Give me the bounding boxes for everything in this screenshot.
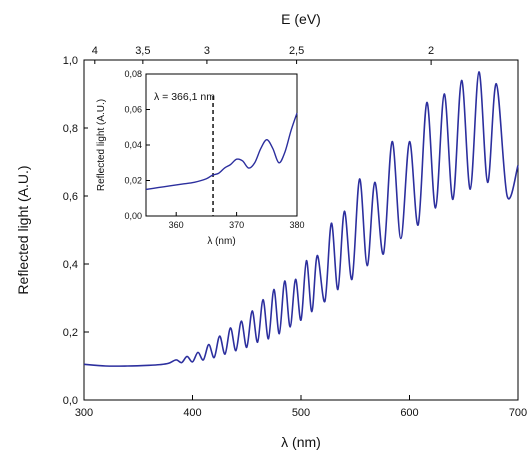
x-tick-label: 500 <box>292 407 310 419</box>
inset-y-tick-label: 0,02 <box>124 176 142 186</box>
y-tick-label: 0,4 <box>63 259 78 271</box>
x-tick-label: 300 <box>75 407 93 419</box>
top-tick-label: 3 <box>204 45 210 57</box>
inset-x-tick-label: 380 <box>289 220 304 230</box>
inset-spectrum-line <box>145 112 298 191</box>
y-tick-label: 0,2 <box>63 327 78 339</box>
inset-x-axis-title: λ (nm) <box>207 236 235 247</box>
inset-y-axis-title: Reflected light (A.U.) <box>96 99 107 191</box>
inset-x-tick-label: 370 <box>229 220 244 230</box>
y-tick-label: 1,0 <box>63 55 78 67</box>
y-tick-label: 0,0 <box>63 395 78 407</box>
top-tick-label: 2,5 <box>289 45 304 57</box>
y-axis-title: Reflected light (A.U.) <box>15 165 31 294</box>
top-tick-label: 4 <box>92 45 98 57</box>
inset-annotation: λ = 366,1 nm <box>154 91 215 103</box>
x-tick-label: 400 <box>183 407 201 419</box>
inset-y-tick-label: 0,00 <box>124 211 142 221</box>
x-tick-label: 700 <box>509 407 527 419</box>
top-axis-title: E (eV) <box>281 11 321 27</box>
inset-x-tick-label: 360 <box>169 220 184 230</box>
y-tick-label: 0,8 <box>63 123 78 135</box>
top-tick-label: 2 <box>428 45 434 57</box>
inset-y-tick-label: 0,08 <box>124 69 142 79</box>
inset-y-tick-label: 0,04 <box>124 140 142 150</box>
y-tick-label: 0,6 <box>63 191 78 203</box>
x-tick-label: 600 <box>400 407 418 419</box>
inset-y-tick-label: 0,06 <box>124 105 142 115</box>
inset-plot-layer: 360 370 380 0,00 0,02 0,04 0,06 0,08 λ (nm) Refle… <box>88 64 305 250</box>
top-tick-label: 3,5 <box>135 45 150 57</box>
spectrum-line <box>83 71 519 367</box>
x-axis-title: λ (nm) <box>281 434 321 450</box>
inset-background <box>88 64 302 250</box>
main-plot-layer: 300 400 500 600 700 0,0 0,2 0,4 0,6 0,8 1,0 4 3,5 3 2,… <box>15 11 527 450</box>
